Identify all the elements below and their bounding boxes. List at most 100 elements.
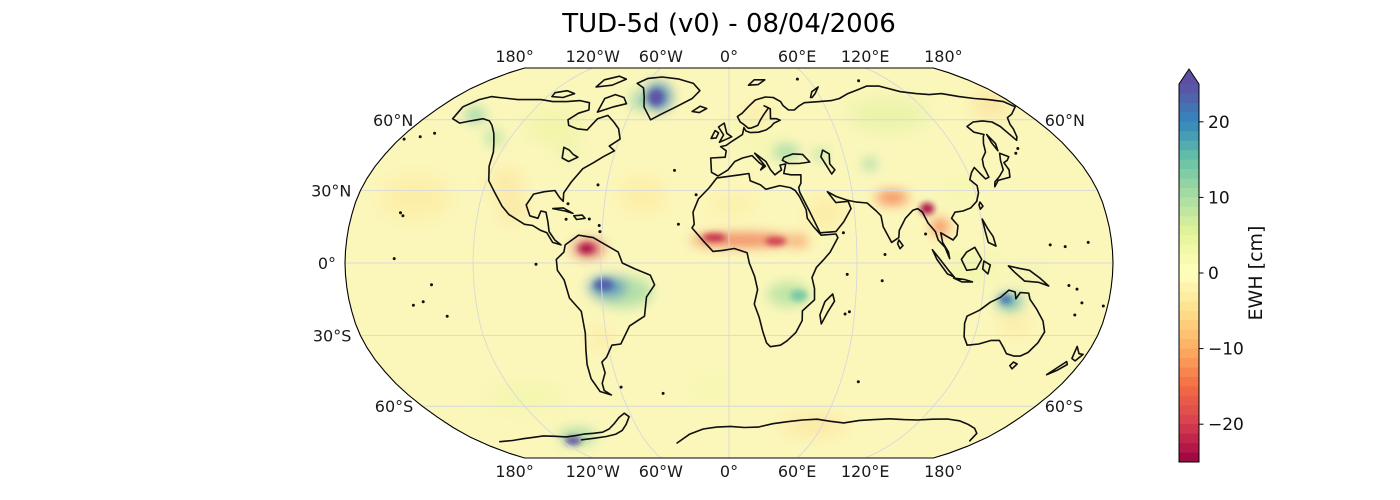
colorbar-segment — [1179, 84, 1199, 94]
coast-new-zealand-south — [1045, 360, 1069, 376]
coast-eurasia — [709, 85, 1018, 260]
island-dot — [845, 272, 849, 276]
colorbar-segment — [1179, 131, 1199, 142]
colorbar-segment — [1179, 178, 1199, 189]
anomaly-blob-north-pacific — [380, 177, 451, 219]
coast-black-sea — [781, 153, 811, 165]
lat-label-left: 30°S — [313, 327, 352, 346]
island-dot — [1016, 147, 1020, 150]
coast-south-america — [555, 234, 656, 396]
colorbar-segment — [1179, 386, 1199, 397]
island-dot — [843, 312, 847, 316]
coast-australia — [963, 289, 1046, 357]
lon-label-bottom: 60°E — [778, 462, 816, 481]
graticule — [345, 67, 1113, 459]
colorbar-segment — [1179, 121, 1199, 132]
colorbar-segment — [1179, 206, 1199, 217]
colorbar-segment — [1179, 367, 1199, 378]
meridian--60 — [600, 67, 662, 459]
anomaly-blob-baffin-bay — [631, 91, 647, 110]
coast-cuba — [552, 207, 574, 215]
coast-new-zealand-north — [1071, 345, 1084, 362]
island-dot — [1067, 284, 1071, 287]
island-dot — [1063, 245, 1067, 249]
meridian--120 — [472, 67, 593, 459]
coast-sakhalin — [985, 133, 999, 152]
coast-great-lakes — [561, 146, 579, 163]
island-dot — [1080, 301, 1084, 305]
island-dots — [392, 77, 1105, 395]
lon-label-bottom: 0° — [720, 462, 738, 481]
map-boundary — [344, 67, 1114, 459]
lat-label-left: 60°S — [375, 397, 414, 416]
lon-label-top: 120°W — [566, 47, 621, 66]
island-dot — [619, 385, 623, 389]
coast-sri-lanka — [896, 239, 904, 250]
colorbar-segment — [1179, 348, 1199, 359]
island-dot — [795, 77, 799, 81]
coast-tasmania — [1009, 361, 1018, 370]
colorbar-segment — [1179, 424, 1199, 435]
island-dot — [598, 230, 602, 234]
coast-ellesmere-island — [595, 75, 628, 88]
island-dot — [392, 257, 396, 261]
island-dot — [433, 131, 437, 135]
island-dot — [1086, 240, 1090, 244]
anomaly-blob-scandinavia — [747, 108, 768, 123]
colorbar-segment — [1179, 452, 1199, 463]
colorbar-segment — [1179, 282, 1199, 293]
colorbar-segment — [1179, 159, 1199, 170]
coast-hispaniola — [573, 214, 586, 221]
colorbar-segment — [1179, 433, 1199, 444]
coast-iceland — [691, 105, 708, 114]
anomaly-blob-southern-ocean-atlantic — [683, 378, 739, 398]
island-dot — [402, 137, 406, 141]
colorbar-segment — [1179, 235, 1199, 246]
island-dot — [883, 253, 887, 256]
lat-label-right: 60°N — [1045, 111, 1085, 130]
coast-taiwan — [978, 201, 984, 210]
anomaly-blob-greenland-core — [648, 89, 664, 106]
coast-caspian-sea — [820, 149, 836, 175]
meridian-60 — [796, 67, 858, 459]
colorbar-tick-label: −20 — [1208, 415, 1244, 435]
lon-label-top: 180° — [924, 47, 963, 66]
coast-philippines — [981, 218, 997, 247]
coast-ireland — [710, 129, 720, 140]
island-dot — [421, 300, 425, 304]
colorbar-tick-label: 20 — [1208, 113, 1230, 133]
colorbar-extend-arrow — [1179, 69, 1199, 84]
anomaly-blob-australia-interior — [1000, 314, 1026, 333]
island-dot — [597, 224, 601, 227]
coast-java — [952, 277, 974, 283]
coast-svalbard — [747, 79, 766, 86]
anomaly-blob-sahara-north — [706, 195, 761, 215]
coast-antarctica-east — [676, 418, 978, 444]
colorbar-segment — [1179, 225, 1199, 236]
lon-label-bottom: 120°W — [566, 462, 621, 481]
island-dot — [566, 202, 570, 206]
island-dot — [1073, 313, 1077, 317]
island-dot — [430, 283, 433, 287]
axis-labels: 180° 120°W 60°W 0° 60°E 120°E 180° 180° 120°W 60°… — [311, 47, 1085, 481]
colorbar-tick-label: −10 — [1208, 340, 1244, 360]
anomaly-blob-maritime-continent — [948, 256, 1000, 280]
colorbar-segment — [1179, 376, 1199, 387]
colorbar-segment — [1179, 263, 1199, 274]
coast-victoria-island — [551, 89, 576, 99]
island-dot — [673, 168, 676, 172]
island-dot — [418, 135, 422, 139]
colorbar-segment — [1179, 414, 1199, 425]
anomaly-blob-great-lakes-region — [556, 145, 579, 159]
island-dot — [401, 214, 405, 218]
island-dot — [1101, 304, 1105, 308]
colorbar-segment — [1179, 102, 1199, 113]
island-dot — [1014, 151, 1018, 155]
anomaly-blob-eastern-europe — [772, 144, 800, 160]
anomaly-blob-mexico — [503, 201, 525, 218]
anomaly-blob-southern-africa-core — [790, 289, 808, 302]
island-dot — [924, 232, 928, 236]
lon-label-bottom: 120°E — [841, 462, 890, 481]
anomaly-blob-southern-ocean-pacific — [487, 385, 565, 409]
anomaly-blob-arabia — [806, 198, 844, 226]
